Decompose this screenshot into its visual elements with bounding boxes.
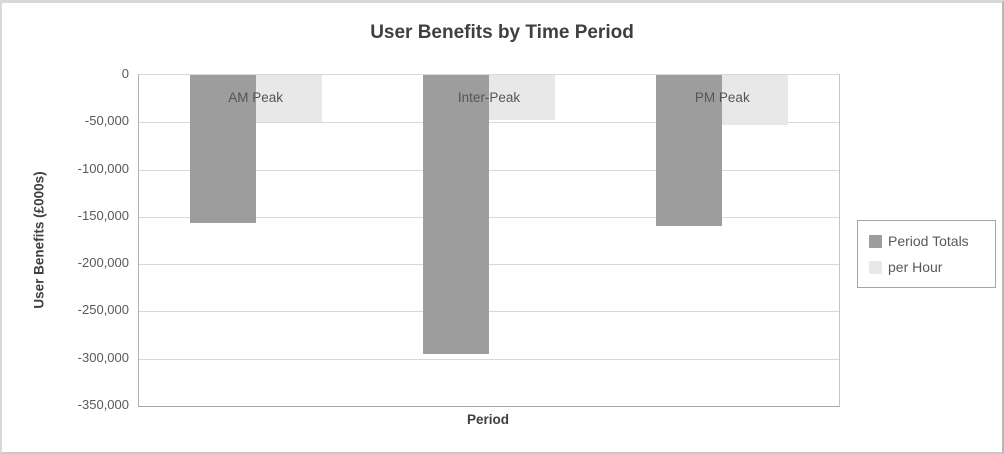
legend-label-per-hour: per Hour bbox=[888, 259, 943, 275]
y-tick-label-350-000: -350,000 bbox=[77, 397, 129, 412]
gridline-250-000 bbox=[139, 311, 839, 313]
category-label-inter-peak: Inter-Peak bbox=[457, 90, 521, 105]
y-axis-title: User Benefits (£000s) bbox=[31, 171, 47, 309]
category-label-am-peak: AM Peak bbox=[228, 90, 284, 105]
legend-label-period-totals: Period Totals bbox=[888, 233, 969, 249]
bar-period-totals-inter-peak bbox=[423, 75, 489, 354]
y-tick-label-250-000: -250,000 bbox=[77, 302, 129, 318]
gridline-100-000 bbox=[139, 169, 839, 171]
legend-item-period-totals: Period Totals bbox=[869, 233, 995, 249]
chart-title: User Benefits by Time Period bbox=[370, 22, 634, 43]
gridline-300-000 bbox=[139, 358, 839, 360]
legend-item-per-hour: per Hour bbox=[869, 259, 995, 275]
bar-per-hour-am-peak bbox=[255, 75, 322, 123]
y-tick-label-200-000: -200,000 bbox=[77, 255, 129, 271]
gridline-200-000 bbox=[139, 264, 839, 266]
plot-area: AM Peak Inter-Peak PM Peak bbox=[138, 74, 840, 407]
bar-period-totals-am-peak bbox=[189, 75, 256, 223]
x-axis-title: Period bbox=[466, 412, 509, 427]
gridline-50-000 bbox=[139, 122, 839, 124]
y-tick-label-150-000: -150,000 bbox=[77, 207, 129, 223]
gridline-150-000 bbox=[139, 216, 839, 218]
bar-per-hour-inter-peak bbox=[489, 75, 555, 121]
y-tick-label-300-000: -300,000 bbox=[77, 349, 129, 365]
category-label-pm-peak: PM Peak bbox=[694, 90, 750, 105]
per-hour-swatch-icon bbox=[869, 260, 882, 274]
bar-per-hour-pm-peak bbox=[722, 75, 789, 125]
y-tick-label-0: 0 bbox=[121, 66, 129, 81]
period-totals-swatch-icon bbox=[869, 234, 882, 248]
y-tick-label-100-000: -100,000 bbox=[77, 160, 129, 176]
legend: Period Totals per Hour bbox=[857, 220, 996, 288]
y-tick-label-50-000: -50,000 bbox=[84, 113, 129, 129]
bar-period-totals-pm-peak bbox=[656, 75, 723, 226]
